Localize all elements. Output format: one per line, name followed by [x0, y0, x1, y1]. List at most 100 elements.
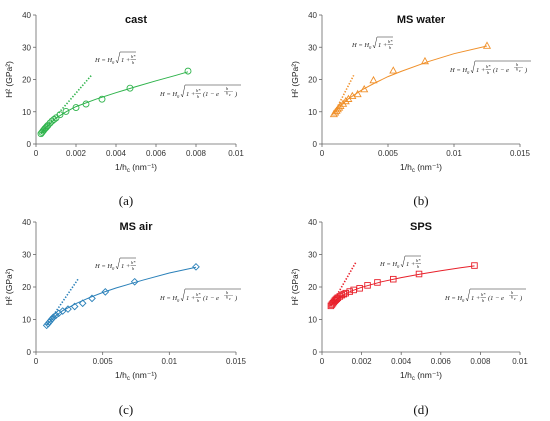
data-point — [336, 101, 345, 110]
y-axis-label: H² (GPa²) — [4, 268, 14, 305]
eq-sqrt — [372, 36, 393, 49]
panel-caption: (c) — [119, 402, 133, 417]
data-point — [353, 89, 362, 98]
y-tick-label: 20 — [22, 283, 31, 292]
eq-paren: (1 − e — [203, 295, 219, 302]
data-point — [50, 116, 58, 123]
fit-curve — [40, 71, 189, 134]
data-point — [374, 279, 381, 286]
fit-curve — [333, 45, 488, 115]
data-point — [70, 302, 79, 311]
y-axis-label: H² (GPa²) — [290, 268, 300, 305]
data-point — [130, 277, 139, 286]
nix-gao-line — [40, 74, 93, 134]
data-point — [48, 315, 56, 323]
eq-sub0: 0 — [112, 266, 115, 271]
eq-den: h — [482, 298, 485, 303]
eq-den: h — [132, 266, 135, 271]
data-point — [78, 299, 87, 308]
y-tick-label: 0 — [27, 348, 32, 357]
eq-sqrt — [115, 257, 136, 270]
eq-close: ) — [234, 91, 237, 98]
x-axis-label: 1/hc (nm⁻¹) — [400, 370, 442, 382]
x-tick-label: 0.01 — [512, 357, 528, 366]
data-point — [342, 289, 350, 297]
eq-den: h — [487, 70, 490, 75]
eq-body: 1 + — [378, 42, 387, 49]
eq-lhs: H = H — [379, 261, 397, 268]
eq-exp-num: h — [511, 290, 514, 295]
nix-gao-line — [330, 262, 357, 306]
y-tick-label: 10 — [308, 316, 317, 325]
x-tick-label: 0.01 — [162, 357, 178, 366]
eq-body: 1 + — [121, 263, 130, 270]
eq-body: 1 + — [186, 295, 195, 302]
eq-close: ) — [524, 67, 527, 74]
y-tick-label: 30 — [308, 43, 317, 52]
eq-lhs: H = H — [449, 67, 467, 74]
data-point — [364, 282, 371, 289]
eq-lhs: H = H — [351, 42, 369, 49]
data-point — [62, 107, 70, 115]
data-point — [390, 275, 397, 283]
x-axis-label-sub: c — [412, 168, 415, 174]
eq-body: 1 + — [121, 57, 130, 64]
data-point — [389, 66, 398, 74]
panel-caption: (a) — [119, 193, 133, 208]
data-point — [126, 84, 134, 92]
eq-num: h* — [388, 39, 393, 44]
eq-num: h* — [196, 292, 201, 297]
x-tick-label: 0.008 — [186, 149, 207, 158]
y-tick-label: 30 — [308, 251, 317, 260]
eq-sqrt — [180, 84, 241, 98]
x-tick-label: 0 — [34, 149, 39, 158]
data-point — [369, 75, 378, 84]
eq-num: h* — [131, 260, 136, 265]
eq-sub0: 0 — [369, 45, 372, 50]
eq-sqrt — [180, 288, 241, 302]
data-point — [46, 119, 54, 127]
x-axis-label-main: 1/h — [115, 370, 127, 380]
panel-caption: (d) — [413, 402, 428, 417]
y-tick-label: 0 — [313, 348, 318, 357]
data-point — [88, 294, 96, 303]
eq-exp-den: h — [226, 91, 229, 96]
eq-lhs: H = H — [444, 295, 462, 302]
x-tick-label: 0.005 — [93, 357, 114, 366]
eq-sqrt — [470, 60, 531, 74]
data-point — [338, 291, 346, 299]
data-point — [42, 124, 50, 132]
data-point — [184, 67, 192, 75]
eq-sqrt — [115, 51, 136, 64]
x-tick-label: 0 — [320, 357, 325, 366]
data-point — [52, 311, 60, 320]
data-point — [360, 84, 369, 93]
eq-exp-num: h — [516, 62, 519, 67]
x-axis-label-sub: c — [127, 376, 130, 382]
eq-exp-sub: c — [514, 296, 516, 301]
data-point — [341, 96, 350, 105]
eq-sub0: 0 — [112, 60, 115, 65]
eq-lhs: H = H — [159, 295, 177, 302]
x-tick-label: 0.01 — [446, 149, 462, 158]
eq-num: h* — [481, 292, 486, 297]
eq-close: ) — [234, 295, 237, 302]
y-tick-label: 10 — [22, 316, 31, 325]
eq-body: 1 + — [186, 91, 195, 98]
y-tick-label: 0 — [27, 140, 32, 149]
eq-sub0: 0 — [177, 298, 180, 303]
eq-den: h — [197, 94, 200, 99]
eq-num: h* — [416, 258, 421, 263]
x-tick-label: 0.004 — [391, 357, 412, 366]
data-point — [58, 307, 67, 315]
chart-title: MS water — [397, 14, 446, 26]
data-point — [415, 270, 423, 278]
eq-exp-num: h — [226, 86, 229, 91]
eq-den: h — [417, 264, 420, 269]
